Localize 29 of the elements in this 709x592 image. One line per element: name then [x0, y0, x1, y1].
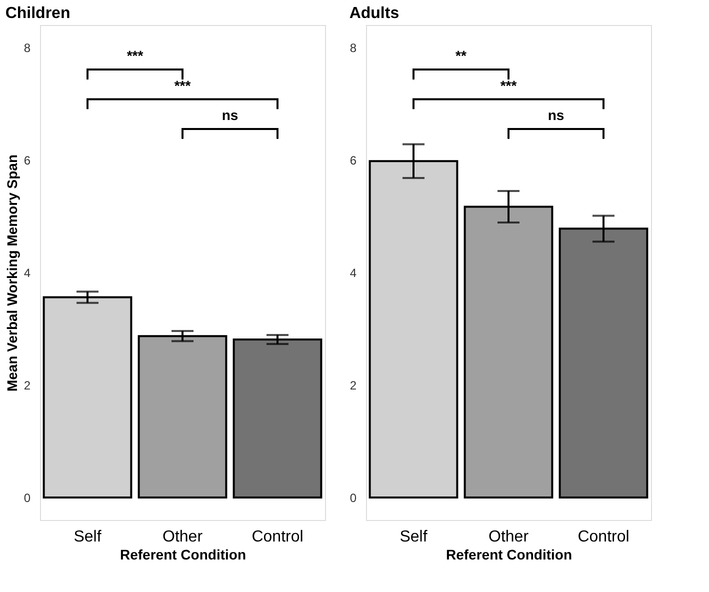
annotation: ns — [548, 107, 564, 124]
annotation: *** — [174, 77, 192, 94]
y-tick-label: 6 — [24, 154, 31, 168]
x-axis-title: Referent Condition — [120, 546, 246, 562]
annotation: ns — [222, 107, 238, 124]
x-tick-label: Control — [578, 528, 630, 546]
x-tick-label: Self — [74, 528, 102, 546]
x-tick-label: Self — [400, 528, 428, 546]
y-tick-label: 0 — [24, 491, 31, 505]
annotation: *** — [126, 48, 144, 64]
x-tick-label: Other — [488, 528, 530, 546]
y-axis-title: Mean Verbal Working Memory Span — [4, 154, 20, 392]
y-tick-label: 4 — [350, 266, 357, 280]
chart-title: Adults — [349, 5, 400, 22]
annotation: ** — [456, 48, 467, 64]
y-tick-label: 6 — [350, 154, 357, 168]
x-tick-label: Other — [162, 528, 204, 546]
x-axis-title: Referent Condition — [446, 546, 572, 562]
y-tick-label: 2 — [350, 378, 357, 392]
bar — [138, 335, 228, 498]
y-tick-label: 0 — [350, 491, 357, 505]
y-tick-label: 8 — [350, 41, 357, 55]
y-tick-label: 8 — [24, 41, 31, 55]
y-tick-label: 4 — [24, 266, 31, 280]
chart-title: Children — [5, 5, 70, 22]
x-tick-label: Control — [252, 528, 304, 546]
y-tick-label: 2 — [24, 378, 31, 392]
bar — [232, 338, 322, 498]
annotation: *** — [500, 77, 518, 94]
